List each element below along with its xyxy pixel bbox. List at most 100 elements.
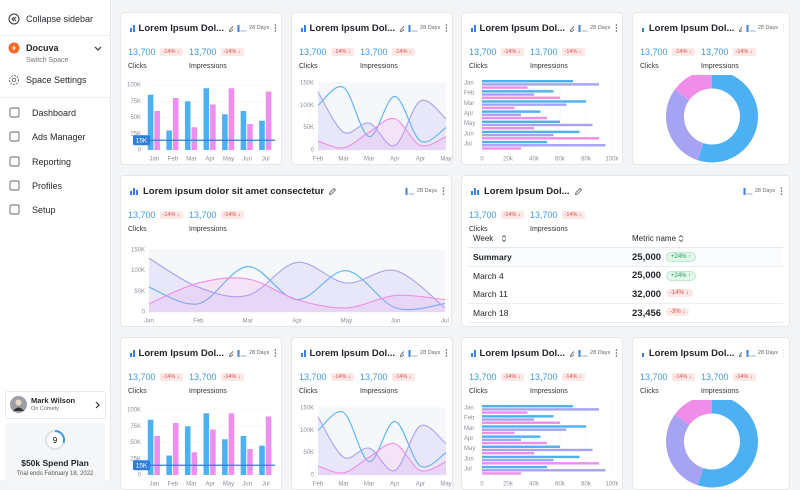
icon-shape [471,353,473,357]
change-badge: -14% ↓ [666,289,693,297]
bar [222,439,228,475]
kebab-menu[interactable] [441,186,446,196]
space-name[interactable]: Docuva [26,43,59,53]
kebab-menu[interactable] [779,186,784,196]
bar [259,446,265,475]
edit-icon[interactable] [399,349,404,358]
y-tick-label: Apr [464,436,473,442]
metric-change: -14% ↓ [733,48,756,56]
x-tick-label: May [223,482,234,488]
column-header[interactable]: Metric name [632,234,676,243]
nav-icon [9,180,20,191]
edit-icon[interactable] [328,187,337,196]
metric: 13,700 -14% ↓ Impressions [701,367,756,395]
table-row [468,267,783,286]
kebab-menu[interactable] [614,23,617,33]
kebab-menu[interactable] [444,348,447,358]
period-badge[interactable]: 28 Days [743,187,775,196]
x-tick-label: Mar [338,482,348,488]
column-header[interactable]: Week [473,234,493,243]
metric-value: 13,700 [701,372,729,382]
nav-item[interactable]: Setup [32,205,56,215]
icon-shape [749,355,755,357]
bar [241,111,247,150]
edit-icon[interactable] [569,24,574,33]
period-badge[interactable]: 28 Days [746,349,778,358]
bar [482,114,521,116]
card-title: Lorem Ipsum Dol... [310,348,396,359]
metric-change: -14% ↓ [733,373,756,381]
kebab-menu[interactable] [782,348,784,358]
edit-icon[interactable] [738,24,741,33]
x-tick-label: Jun [242,482,252,488]
icon-shape [582,355,588,357]
y-tick-label: Jun [464,456,474,462]
period-badge[interactable]: 28 Days [237,24,269,33]
edit-icon[interactable] [228,349,233,358]
icon-shape [133,25,135,32]
collapse-icon[interactable] [8,13,20,25]
icon-shape [746,193,752,195]
bar [482,459,554,461]
edit-icon[interactable] [574,187,583,196]
card-icon [470,23,476,33]
period-badge[interactable]: 28 Days [578,349,610,358]
x-tick-label: Feb [168,482,179,488]
edit-icon[interactable] [399,24,404,33]
period-badge[interactable]: 28 Days [408,24,440,33]
nav-item[interactable]: Dashboard [32,108,76,118]
period-badge[interactable]: 28 Days [578,24,610,33]
metric: 13,700-14% ↓Clicks [128,367,183,395]
period-badge[interactable]: 28 Days [408,349,440,358]
user-name: Mark Wilson [31,396,75,405]
collapse-sidebar[interactable]: Collapse sidebar [26,14,93,24]
icon-shape [304,25,306,32]
kebab-menu[interactable] [614,348,617,358]
metric-label: Clicks [299,388,354,395]
x-tick-label: 60k [555,157,566,163]
edit-icon[interactable] [569,349,574,358]
space-settings[interactable]: Space Settings [26,75,87,85]
kebab-menu[interactable] [444,23,447,33]
x-tick-label: Feb [193,319,204,325]
x-tick-label: Apr [390,157,399,163]
y-tick-label: 100K [127,408,141,414]
period-icon [408,349,418,358]
edit-icon[interactable] [738,349,741,358]
icon-shape [10,108,19,117]
icon-shape [740,350,742,356]
nav-item[interactable]: Ads Manager [32,132,86,142]
card-header: Lorem Ipsum Dol... 28 Days [300,346,447,360]
chevron[interactable] [94,44,102,52]
period-badge[interactable]: 28 Days [746,24,778,33]
card-header: Lorem Ipsum Dol...28 Days [470,21,617,35]
kebab-menu[interactable] [273,23,276,33]
metric-label: Impressions [701,388,756,395]
icon-shape [275,355,276,357]
kebab-menu[interactable] [782,23,784,33]
nav-item[interactable]: Reporting [32,157,71,167]
period-badge[interactable]: 28 Days [237,349,269,358]
nav-item[interactable]: Profiles [32,181,62,191]
switch-space[interactable]: Switch Space [26,57,68,64]
metric-label: Clicks [469,388,524,395]
card-header: Lorem Ipsum Dol...28 Days [641,346,784,360]
metric-value: 13,700 [360,47,388,57]
icon-shape [446,30,447,32]
edit-icon[interactable] [228,24,233,33]
bar [266,92,272,151]
metric-value: 13,700 [189,210,217,220]
metric-change: -14% ↓ [331,48,354,56]
metric: 13,700-14% ↓Clicks [640,42,695,70]
metric-change: -14% ↓ [672,48,695,56]
metric-value: 13,700 [701,47,729,57]
card-icon [470,186,480,196]
bar [482,442,547,444]
kebab-menu[interactable] [273,348,276,358]
icon-shape [575,188,581,194]
icon-shape [781,187,783,189]
period-badge[interactable]: 28 Days [405,187,437,196]
user-card[interactable]: Mark Wilson On Comety [5,391,106,419]
